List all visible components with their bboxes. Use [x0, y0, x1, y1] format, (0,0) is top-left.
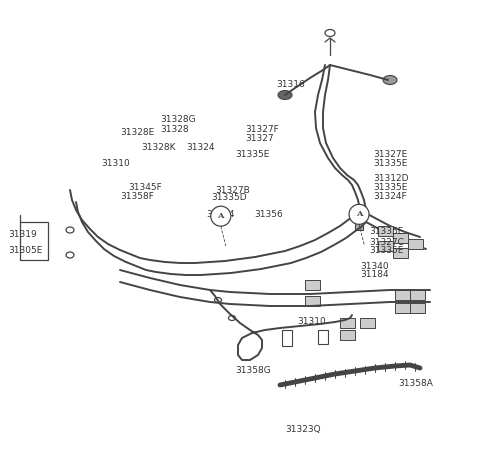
Text: 31335E: 31335E: [373, 183, 408, 192]
Text: A: A: [356, 210, 362, 218]
FancyBboxPatch shape: [304, 295, 320, 305]
Circle shape: [349, 204, 369, 224]
Text: 31327: 31327: [245, 134, 274, 143]
Text: 31328E: 31328E: [120, 128, 154, 137]
Circle shape: [211, 206, 231, 226]
Text: 31324: 31324: [186, 143, 215, 152]
Text: 31184: 31184: [360, 270, 389, 279]
Text: 31319: 31319: [9, 230, 37, 239]
FancyBboxPatch shape: [395, 289, 409, 300]
FancyBboxPatch shape: [409, 302, 424, 312]
Ellipse shape: [278, 91, 292, 99]
Text: 31305E: 31305E: [9, 246, 43, 256]
Text: 31316: 31316: [276, 80, 305, 89]
Text: 31340: 31340: [360, 262, 389, 271]
FancyBboxPatch shape: [339, 329, 355, 339]
FancyBboxPatch shape: [377, 225, 393, 235]
Text: 31327C: 31327C: [370, 238, 405, 247]
Text: 31328K: 31328K: [142, 143, 176, 152]
Text: 31358G: 31358G: [235, 365, 271, 375]
Text: 31335E: 31335E: [370, 227, 404, 236]
Text: 31327E: 31327E: [373, 150, 408, 159]
Text: 31358F: 31358F: [120, 192, 154, 202]
FancyBboxPatch shape: [355, 218, 363, 230]
FancyBboxPatch shape: [304, 279, 320, 289]
Text: 31310: 31310: [298, 317, 326, 326]
Text: 31327B: 31327B: [215, 185, 250, 195]
Text: 31335E: 31335E: [235, 150, 270, 159]
FancyBboxPatch shape: [360, 317, 374, 327]
FancyBboxPatch shape: [395, 302, 409, 312]
FancyBboxPatch shape: [339, 317, 355, 327]
FancyBboxPatch shape: [408, 239, 422, 249]
FancyBboxPatch shape: [393, 247, 408, 257]
Text: 31312D: 31312D: [373, 174, 409, 183]
Text: 31335D: 31335D: [211, 193, 247, 202]
FancyBboxPatch shape: [393, 233, 408, 242]
Text: 31328G: 31328G: [160, 115, 195, 125]
Text: 31358A: 31358A: [398, 379, 433, 388]
Ellipse shape: [383, 76, 397, 84]
FancyBboxPatch shape: [377, 240, 393, 251]
Text: 31310: 31310: [101, 159, 130, 169]
Text: 31327F: 31327F: [245, 125, 278, 134]
FancyBboxPatch shape: [409, 289, 424, 300]
Text: 31323Q: 31323Q: [286, 425, 321, 434]
Text: 31324: 31324: [206, 210, 235, 219]
Text: 31328: 31328: [160, 125, 189, 134]
Text: 31356: 31356: [254, 210, 283, 219]
Text: 31324F: 31324F: [373, 192, 407, 202]
Text: 31335E: 31335E: [373, 159, 408, 169]
Text: A: A: [217, 212, 224, 220]
Text: 31345F: 31345F: [129, 183, 162, 192]
Text: 31335E: 31335E: [370, 246, 404, 255]
